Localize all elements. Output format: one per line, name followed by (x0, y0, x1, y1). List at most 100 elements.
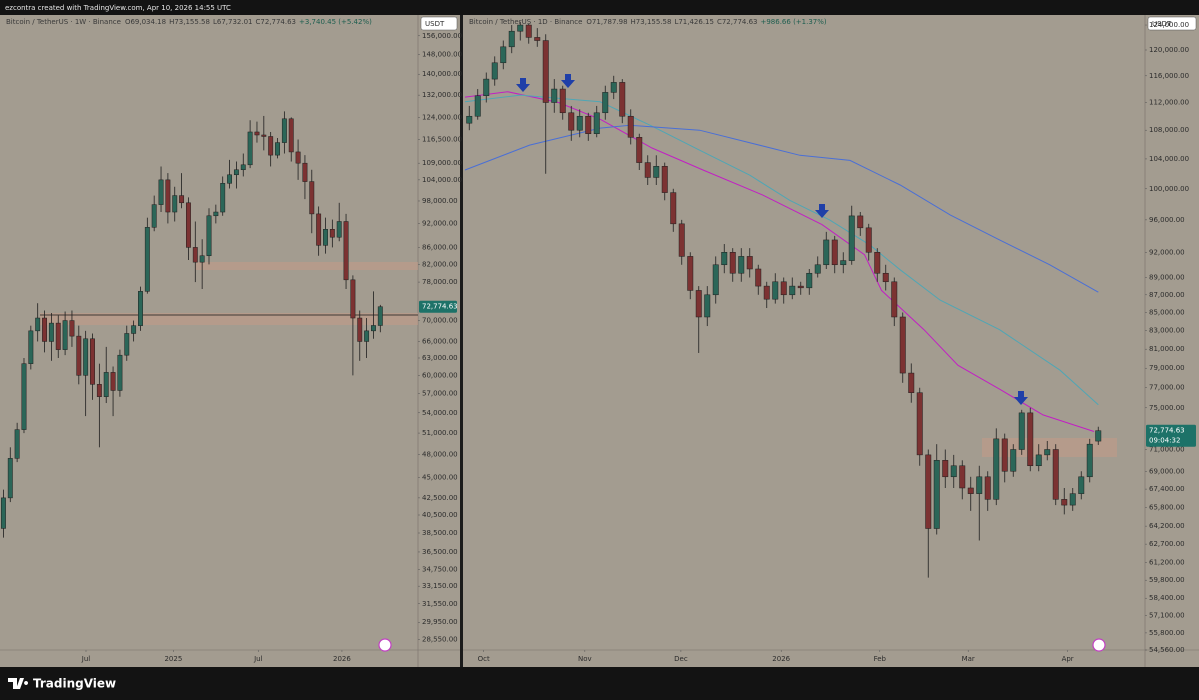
y-tick-label: 63,000.00 (422, 354, 458, 362)
bottom-bar (0, 667, 1199, 700)
candle-body (124, 333, 130, 356)
y-tick-label: 82,000.00 (422, 260, 458, 268)
y-tick-label: 59,800.00 (1149, 576, 1185, 584)
price-tag (1146, 424, 1196, 447)
plots: USDT 156,000.00 148,000.00 140,000.00 132,00… (0, 16, 1197, 663)
x-tick-label: Feb (874, 655, 887, 663)
y-tick-label: 124,000.00 (422, 113, 462, 121)
price-tag (419, 300, 457, 313)
candle-body (364, 330, 370, 342)
candle-body (823, 239, 830, 266)
candle-body (568, 112, 575, 131)
candle-body (534, 37, 541, 41)
x-tick-label: Jul (253, 655, 263, 663)
candle-body (474, 95, 481, 117)
y-tick-label: 51,000.00 (422, 429, 458, 437)
candle-body (1001, 438, 1008, 472)
candle-body (610, 82, 617, 93)
candle-body (261, 134, 267, 137)
y-tick-label: 86,000.00 (422, 243, 458, 251)
candle-body (695, 290, 702, 318)
ohlc-value: O69,034.18 (124, 18, 167, 26)
candle-body (704, 294, 711, 318)
candle-body (1061, 499, 1068, 506)
y-tick-label: 61,200.00 (1149, 559, 1185, 567)
y-tick-label: 45,000.00 (422, 474, 458, 482)
candle-body (192, 247, 198, 263)
candle-body (525, 24, 532, 38)
candle-body (925, 454, 932, 529)
ohlc-value: H73,155.58 (630, 18, 672, 26)
candle-body (48, 322, 54, 342)
y-tick-label: 96,000.00 (1149, 216, 1185, 224)
candle-body (1035, 454, 1042, 467)
y-tick-label: 70,000.00 (422, 317, 458, 325)
y-tick-label: 29,950.00 (422, 618, 458, 626)
y-tick-label: 62,700.00 (1149, 540, 1185, 548)
candle-body (517, 24, 524, 32)
currency-button[interactable] (420, 16, 458, 31)
zone (195, 262, 418, 270)
ohlc-value: O71,787.98 (586, 18, 628, 26)
currency-button[interactable] (1147, 16, 1197, 31)
candle-body (21, 363, 27, 430)
candle-body (993, 438, 1000, 500)
x-tick-label: Jul (81, 655, 91, 663)
candle-body (199, 255, 205, 263)
candle-body (179, 195, 185, 204)
y-tick-label: 55,800.00 (1149, 629, 1185, 637)
candle-body (7, 458, 13, 499)
candle-body (350, 279, 356, 319)
candle-body (323, 229, 328, 246)
candle-body (780, 281, 787, 296)
top-bar (0, 0, 1199, 15)
candle-body (772, 281, 779, 300)
candle-body (542, 40, 549, 103)
ohlc-value: L67,732.01 (212, 18, 253, 26)
candle-body (1052, 449, 1059, 500)
y-tick-label: 66,000.00 (422, 337, 458, 345)
symbol: Bitcoin / TetherUS · 1W · Binance (6, 18, 121, 26)
down-arrow (1014, 391, 1028, 405)
y-tick-label: 116,000.00 (1149, 72, 1189, 80)
y-tick-label: 57,000.00 (422, 390, 458, 398)
y-tick-label: 104,000.00 (1149, 155, 1189, 163)
candle-body (138, 291, 143, 326)
candle-body (636, 137, 643, 163)
candle-body (865, 227, 872, 253)
candle-body (220, 183, 226, 213)
moving-average (464, 91, 1095, 432)
y-tick-label: 116,500.00 (422, 136, 462, 144)
candle-body (627, 115, 634, 138)
candle-body (309, 181, 315, 215)
ohlc: O69,034.18 H73,155.58 L67,732.01 C72,774.63… (125, 18, 372, 26)
y-tick-label: 54,000.00 (422, 409, 458, 417)
candle-body (729, 252, 736, 274)
candle-body (721, 252, 728, 266)
candle-body (69, 320, 75, 337)
candle-body (848, 215, 855, 261)
y-tick-label: 104,000.00 (422, 176, 462, 184)
y-tick-label: 100,000.00 (1149, 185, 1189, 193)
candle-body (619, 82, 626, 117)
y-tick-label: 36,500.00 (422, 548, 458, 556)
icon[interactable] (1092, 638, 1106, 652)
candle-body (371, 325, 376, 332)
candle-body (117, 354, 123, 391)
candle-body (908, 372, 915, 393)
currency-label[interactable]: USDT (425, 20, 445, 28)
candle-body (254, 131, 260, 136)
icon[interactable] (378, 638, 392, 652)
arrows (516, 74, 1028, 405)
candle-body (336, 221, 342, 238)
replay-icon[interactable] (378, 638, 1106, 652)
y-tick-label: 42,500.00 (422, 494, 458, 502)
currency-label[interactable]: USDT (1152, 20, 1172, 28)
candle-body (933, 460, 940, 529)
candle-body (899, 316, 906, 374)
candle-body (288, 118, 294, 153)
candle-body (678, 223, 685, 257)
candle-body (959, 465, 966, 489)
candle-body (483, 78, 490, 96)
candle-body (891, 281, 898, 318)
